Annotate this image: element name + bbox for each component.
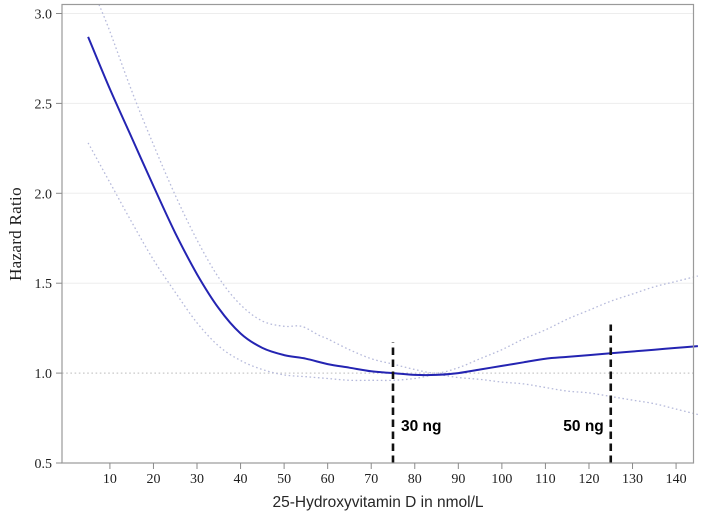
x-tick-label: 20 [146, 472, 160, 487]
threshold-label: 30 ng [401, 418, 441, 435]
x-tick-label: 70 [364, 472, 378, 487]
hazard-ratio-spline-curve [87, 36, 698, 377]
y-tick-label: 3.0 [35, 7, 53, 22]
y-axis-title: Hazard Ratio [6, 187, 25, 281]
upper-confidence-limit-curve [98, 4, 699, 374]
x-tick-label: 30 [190, 472, 204, 487]
plot-frame [61, 3, 695, 464]
x-tick-label: 50 [277, 472, 291, 487]
y-tick-label: 1.5 [35, 277, 53, 292]
x-tick-label: 90 [451, 472, 465, 487]
x-tick-label: 60 [321, 472, 335, 487]
x-tick-label: 120 [578, 472, 599, 487]
y-tick-label: 2.0 [35, 187, 53, 202]
x-tick-label: 10 [103, 472, 117, 487]
y-tick-label: 1.0 [35, 367, 53, 382]
x-tick-label: 140 [666, 472, 687, 487]
y-tick-label: 0.5 [35, 457, 53, 472]
x-axis-title: 25-Hydroxyvitamin D in nmol/L [272, 494, 484, 511]
threshold-label: 50 ng [563, 418, 603, 435]
x-tick-label: 40 [234, 472, 248, 487]
y-tick-label: 2.5 [35, 97, 53, 112]
x-tick-label: 80 [408, 472, 422, 487]
x-tick-label: 100 [491, 472, 512, 487]
x-tick-label: 110 [535, 472, 555, 487]
x-tick-label: 130 [622, 472, 643, 487]
